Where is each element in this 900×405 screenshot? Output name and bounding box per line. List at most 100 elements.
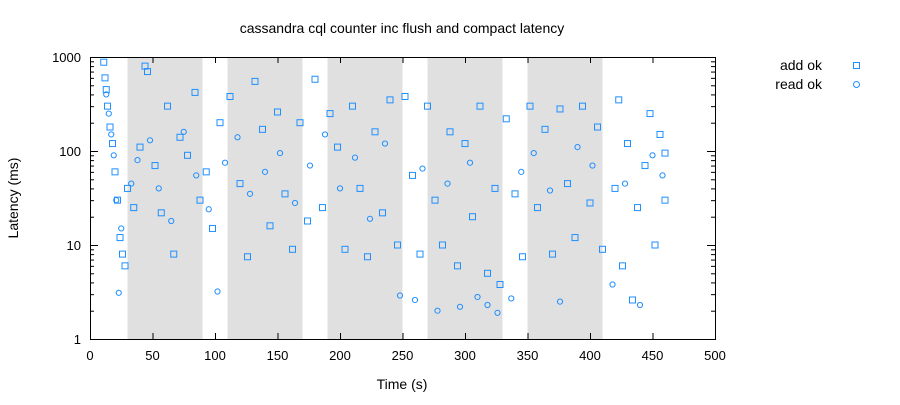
point-add-ok xyxy=(629,296,636,304)
point-read-ok xyxy=(518,168,525,175)
point-add-ok xyxy=(641,162,649,170)
point-add-ok xyxy=(176,133,184,141)
point-add-ok xyxy=(646,110,654,118)
point-add-ok xyxy=(476,102,484,110)
y-tick-label: 1000 xyxy=(52,50,81,65)
x-tick-label: 500 xyxy=(704,348,726,363)
point-read-ok xyxy=(484,301,491,309)
point-add-ok xyxy=(319,204,326,212)
point-read-ok xyxy=(474,293,481,301)
point-read-ok xyxy=(113,197,120,204)
point-read-ok xyxy=(180,128,187,135)
point-read-ok xyxy=(419,165,426,172)
point-add-ok xyxy=(409,171,416,179)
x-tick-label: 0 xyxy=(86,348,93,363)
point-add-ok xyxy=(484,269,491,277)
point-add-ok xyxy=(594,123,601,131)
x-tick-label: 100 xyxy=(204,348,226,363)
point-add-ok xyxy=(496,281,504,289)
point-add-ok xyxy=(251,77,259,85)
point-add-ok xyxy=(281,190,289,198)
point-read-ok xyxy=(494,309,501,316)
point-add-ok xyxy=(579,102,586,110)
point-read-ok xyxy=(321,131,329,138)
point-read-ok xyxy=(556,298,564,305)
point-add-ok xyxy=(236,180,244,188)
x-tick-label: 200 xyxy=(329,348,351,363)
point-add-ok xyxy=(202,168,210,176)
x-tick-label: 150 xyxy=(267,348,289,363)
point-add-ok xyxy=(634,204,641,212)
point-add-ok xyxy=(491,184,499,192)
point-add-ok xyxy=(326,110,334,118)
x-axis-label: Time (s) xyxy=(377,376,428,392)
point-read-ok xyxy=(105,110,112,117)
point-add-ok xyxy=(289,245,296,253)
point-add-ok xyxy=(661,196,669,204)
shaded-regions xyxy=(127,57,603,339)
point-read-ok xyxy=(530,149,537,157)
point-read-ok xyxy=(261,168,269,175)
point-add-ok xyxy=(119,250,126,258)
y-tick-label: 100 xyxy=(59,144,81,159)
point-read-ok xyxy=(103,91,110,98)
point-read-ok xyxy=(108,131,115,138)
point-read-ok xyxy=(466,159,474,166)
point-add-ok xyxy=(209,224,216,232)
point-read-ok xyxy=(234,134,241,141)
point-add-ok xyxy=(611,184,619,192)
point-add-ok xyxy=(599,245,606,253)
chart-title: cassandra cql counter inc flush and comp… xyxy=(240,20,565,36)
point-add-ok xyxy=(266,222,274,230)
point-add-ok xyxy=(114,196,121,204)
legend-label-add-ok: add ok xyxy=(780,57,823,73)
point-add-ok xyxy=(216,119,224,127)
point-add-ok xyxy=(511,190,519,198)
point-add-ok xyxy=(334,143,341,151)
point-add-ok xyxy=(170,250,178,258)
axis-ticks: 0 50 100 150 200 250 300 350 400 450 500 1 10 100 1000 xyxy=(52,50,726,363)
point-read-ok xyxy=(434,307,441,314)
point-add-ok xyxy=(651,241,659,249)
point-add-ok xyxy=(502,115,510,123)
point-read-ok xyxy=(168,217,175,225)
point-add-ok xyxy=(461,140,469,148)
point-read-ok xyxy=(115,289,122,296)
point-add-ok xyxy=(469,213,476,221)
point-read-ok xyxy=(508,295,515,302)
point-add-ok xyxy=(615,96,623,104)
point-read-ok xyxy=(456,303,464,310)
point-add-ok xyxy=(541,125,549,133)
point-add-ok xyxy=(191,88,199,96)
point-add-ok xyxy=(624,140,631,148)
point-read-ok xyxy=(444,180,451,187)
point-add-ok xyxy=(111,168,119,176)
point-add-ok xyxy=(151,162,159,170)
x-tick-label: 400 xyxy=(579,348,601,363)
y-tick-label: 10 xyxy=(67,238,81,253)
legend-marker-read-ok xyxy=(853,81,860,88)
point-read-ok xyxy=(659,172,666,179)
point-add-ok xyxy=(371,128,379,136)
point-read-ok xyxy=(546,187,554,194)
point-add-ok xyxy=(364,253,371,261)
point-add-ok xyxy=(164,102,171,110)
point-read-ok xyxy=(221,159,229,166)
point-read-ok xyxy=(366,215,374,222)
point-add-ok xyxy=(556,105,564,113)
point-read-ok xyxy=(155,185,162,192)
shaded-region xyxy=(527,57,603,339)
point-read-ok xyxy=(396,292,404,299)
point-add-ok xyxy=(157,209,165,217)
point-add-ok xyxy=(349,102,356,110)
point-add-ok xyxy=(259,125,266,133)
point-add-ok xyxy=(619,262,626,270)
shaded-region xyxy=(127,57,203,339)
point-add-ok xyxy=(656,130,664,138)
point-add-ok xyxy=(109,140,116,148)
point-add-ok xyxy=(226,93,234,101)
point-add-ok xyxy=(661,149,669,157)
point-read-ok xyxy=(276,149,284,157)
